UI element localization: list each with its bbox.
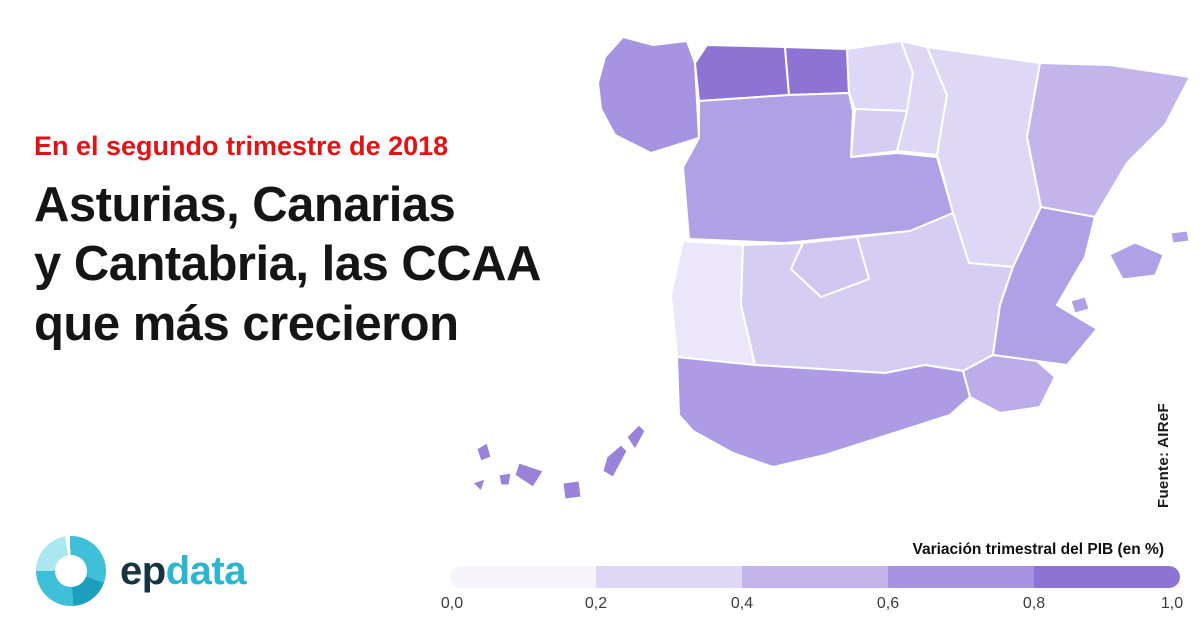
logo-ep: ep [120, 548, 166, 593]
region-comunidad-valenciana [992, 206, 1098, 366]
region-castilla-y-leon [682, 92, 954, 244]
legend-label-3: 0,6 [876, 595, 900, 612]
title-line-2: y Cantabria, las CCAA [34, 237, 541, 292]
region-baleares-mallorca [1109, 242, 1164, 280]
spain-choropleth-map [455, 5, 1195, 515]
donut-chart-icon [36, 536, 106, 606]
region-andalucia [676, 356, 971, 468]
logo-data: data [165, 548, 247, 593]
region-canarias-la-gomera [498, 472, 512, 486]
logo-wordmark: epdata [120, 549, 246, 594]
region-canarias-fuerteventura [602, 444, 628, 478]
legend-segment [450, 566, 596, 588]
legend-segment [742, 566, 888, 588]
region-baleares-ibiza [1070, 296, 1090, 314]
legend-title: Variación trimestral del PIB (en %) [912, 541, 1164, 558]
kicker-text: En el segundo trimestre de 2018 [34, 131, 449, 161]
epdata-logo: epdata [36, 536, 246, 606]
legend-tick-labels: 0,0 0,2 0,4 0,6 0,8 1,0 [0, 595, 1200, 617]
legend-color-scale [450, 566, 1180, 588]
region-cataluna [1026, 62, 1191, 218]
region-baleares-menorca [1170, 230, 1190, 244]
legend-segment [888, 566, 1034, 588]
region-galicia [597, 36, 700, 154]
legend-label-5: 1,0 [1160, 595, 1184, 612]
title-line-1: Asturias, Canarias [34, 177, 456, 232]
title-line-3: que más crecieron [34, 297, 459, 352]
legend-label-4: 0,8 [1022, 595, 1046, 612]
legend-label-2: 0,4 [730, 595, 754, 612]
source-label: Fuente: AIReF [1155, 402, 1172, 508]
legend-segment [1034, 566, 1180, 588]
header: En el segundo trimestre de 2018 Asturias… [34, 131, 634, 355]
region-canarias-gran-canaria [562, 480, 582, 500]
region-canarias-la-palma [476, 442, 492, 462]
region-canarias-el-hierro [472, 478, 486, 492]
page-title: Asturias, Canarias y Cantabria, las CCAA… [34, 176, 634, 355]
region-pais-vasco [846, 40, 914, 112]
region-madrid [790, 236, 870, 298]
region-murcia [962, 354, 1056, 414]
region-canarias-tenerife [514, 462, 544, 488]
region-cantabria [784, 46, 850, 96]
legend-label-1: 0,2 [584, 595, 608, 612]
region-asturias [694, 44, 790, 102]
legend-label-0: 0,0 [440, 595, 464, 612]
region-canarias-lanzarote [626, 424, 646, 450]
legend-segment [596, 566, 742, 588]
